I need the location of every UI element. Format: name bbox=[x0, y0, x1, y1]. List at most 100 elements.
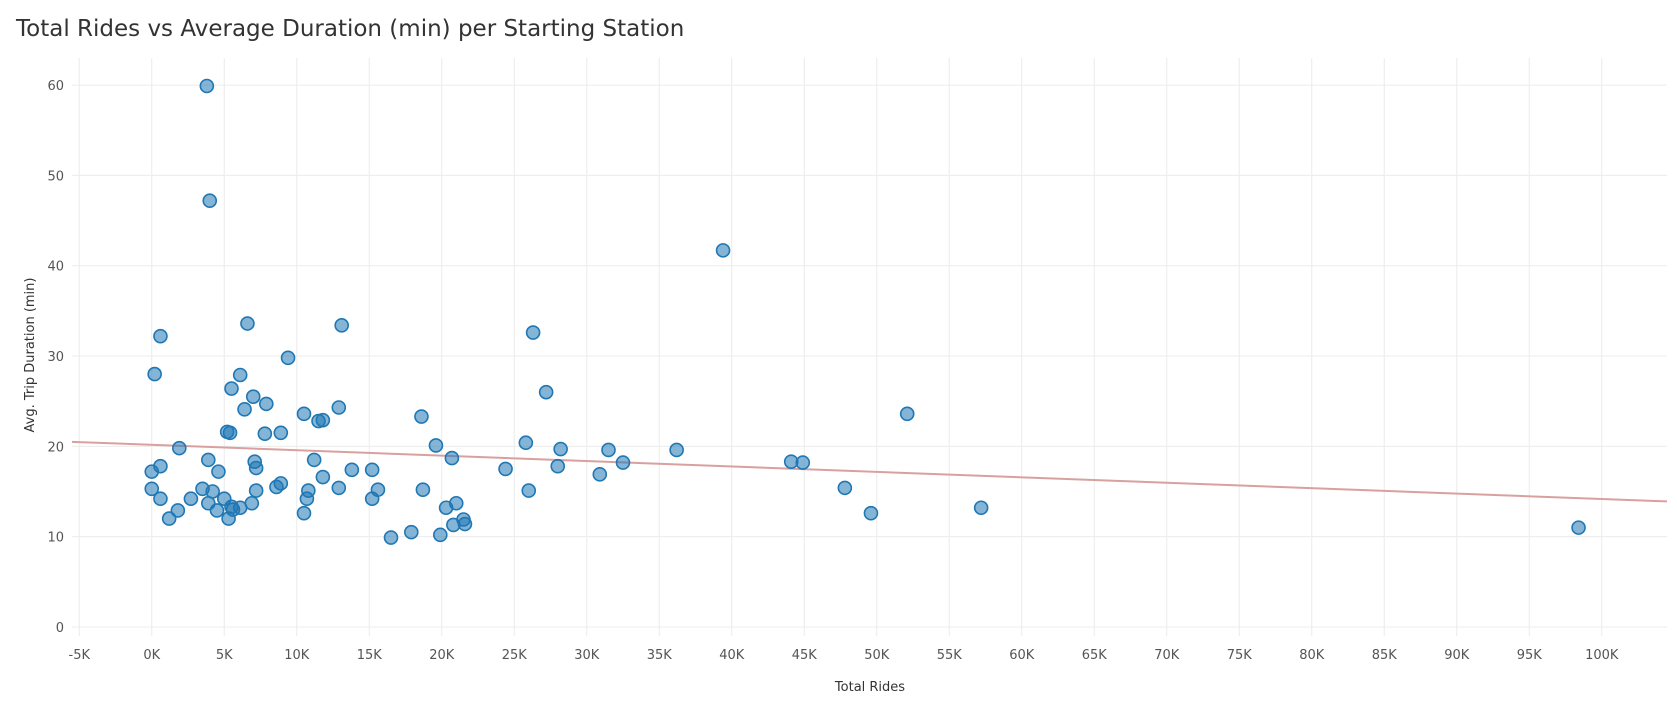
data-point bbox=[592, 467, 608, 482]
data-point bbox=[334, 318, 350, 333]
data-point bbox=[837, 480, 853, 496]
data-point bbox=[221, 511, 236, 526]
data-point bbox=[364, 462, 380, 478]
data-point bbox=[280, 350, 296, 366]
x-tick-label: 20K bbox=[429, 648, 455, 663]
data-point bbox=[331, 400, 347, 415]
x-tick-label: 40K bbox=[719, 648, 745, 663]
data-point bbox=[240, 316, 255, 331]
data-point bbox=[245, 389, 261, 404]
data-point bbox=[222, 425, 238, 441]
data-point bbox=[209, 503, 225, 518]
data-point bbox=[344, 462, 360, 478]
x-tick-label: 55K bbox=[937, 648, 963, 663]
data-point bbox=[202, 193, 218, 208]
data-point bbox=[669, 442, 684, 458]
x-tick-label: 30K bbox=[574, 648, 600, 663]
data-point bbox=[153, 328, 168, 344]
data-point bbox=[257, 426, 273, 442]
data-point bbox=[863, 505, 879, 521]
y-tick-label: 40 bbox=[47, 260, 64, 275]
data-point bbox=[973, 500, 989, 516]
data-point bbox=[306, 452, 322, 468]
data-point bbox=[403, 524, 419, 540]
x-tick-label: 80K bbox=[1299, 648, 1325, 663]
x-tick-label: 100K bbox=[1585, 648, 1619, 663]
y-tick-label: 50 bbox=[47, 169, 64, 184]
data-point bbox=[273, 425, 289, 441]
trendline-group bbox=[71, 440, 1668, 503]
x-tick-label: -5K bbox=[69, 648, 91, 663]
data-point bbox=[201, 452, 216, 468]
y-tick-label: 60 bbox=[47, 79, 64, 94]
x-tick-label: 25K bbox=[502, 648, 528, 663]
x-tick-labels: -5K 0K 5K 10K 15K 20K 25K 30K 35K 40K 45K 50K 55K 60K… bbox=[69, 648, 1619, 663]
data-point bbox=[444, 450, 460, 466]
data-point bbox=[147, 366, 162, 382]
data-point bbox=[232, 367, 248, 383]
x-tick-label: 15K bbox=[357, 648, 383, 663]
x-tick-label: 70K bbox=[1154, 648, 1180, 663]
data-point bbox=[199, 78, 215, 94]
data-point bbox=[258, 396, 274, 412]
data-point bbox=[383, 530, 399, 545]
data-point bbox=[457, 516, 473, 532]
trendline bbox=[71, 440, 1668, 503]
data-point bbox=[715, 243, 731, 258]
points-group bbox=[144, 78, 1586, 545]
data-point bbox=[296, 505, 312, 521]
data-point bbox=[521, 483, 537, 498]
x-tick-label: 85K bbox=[1372, 648, 1398, 663]
data-point bbox=[525, 325, 541, 340]
x-tick-label: 35K bbox=[647, 648, 673, 663]
data-point bbox=[296, 406, 312, 422]
data-point bbox=[498, 461, 513, 477]
data-point bbox=[144, 464, 160, 479]
data-point bbox=[518, 435, 534, 451]
chart-title: Total Rides vs Average Duration (min) pe… bbox=[16, 16, 685, 42]
data-point bbox=[144, 481, 160, 497]
data-point bbox=[550, 458, 566, 474]
data-point bbox=[183, 491, 199, 507]
data-point bbox=[795, 455, 811, 470]
data-point bbox=[248, 460, 264, 476]
x-tick-label: 95K bbox=[1517, 648, 1543, 663]
data-point bbox=[553, 441, 568, 457]
data-point bbox=[1571, 520, 1586, 535]
y-tick-label: 0 bbox=[56, 621, 64, 636]
data-point bbox=[432, 527, 448, 543]
data-point bbox=[615, 455, 631, 470]
y-tick-label: 10 bbox=[47, 531, 64, 546]
data-point bbox=[315, 469, 331, 485]
y-tick-label: 20 bbox=[47, 440, 64, 455]
data-point bbox=[428, 438, 444, 453]
data-point bbox=[299, 491, 315, 507]
data-point bbox=[211, 464, 226, 479]
x-tick-label: 50K bbox=[864, 648, 890, 663]
x-tick-label: 5K bbox=[216, 648, 233, 663]
data-point bbox=[601, 442, 616, 458]
data-point bbox=[331, 480, 347, 496]
grid bbox=[72, 58, 1667, 636]
data-point bbox=[248, 483, 264, 498]
data-point bbox=[438, 500, 454, 516]
y-tick-label: 30 bbox=[47, 350, 64, 365]
x-tick-label: 65K bbox=[1082, 648, 1108, 663]
data-point bbox=[538, 384, 554, 400]
data-point bbox=[414, 409, 429, 424]
data-point bbox=[315, 412, 331, 428]
data-point bbox=[172, 440, 187, 456]
x-tick-label: 0K bbox=[143, 648, 160, 663]
x-tick-label: 90K bbox=[1444, 648, 1470, 663]
x-tick-label: 10K bbox=[284, 648, 310, 663]
data-point bbox=[269, 479, 284, 495]
x-tick-label: 75K bbox=[1227, 648, 1253, 663]
data-point bbox=[899, 406, 915, 422]
x-tick-label: 45K bbox=[792, 648, 818, 663]
data-point bbox=[224, 499, 239, 515]
data-point bbox=[415, 482, 431, 497]
y-tick-labels: 0 10 20 30 40 50 60 bbox=[47, 79, 64, 636]
x-axis-label: Total Rides bbox=[834, 680, 905, 695]
